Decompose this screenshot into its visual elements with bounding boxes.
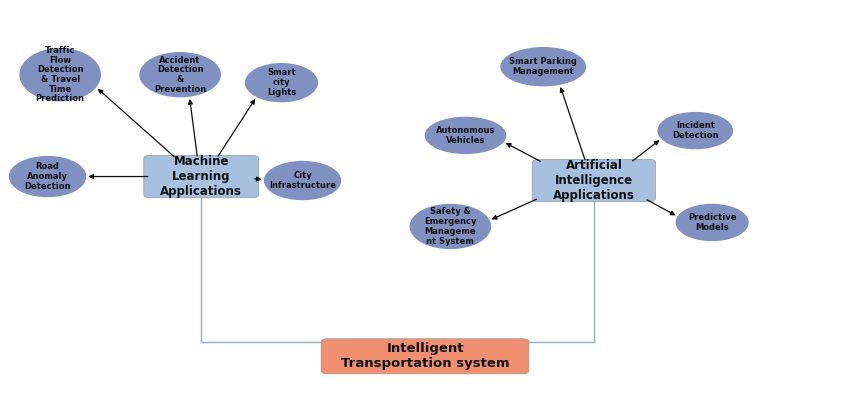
FancyBboxPatch shape — [144, 156, 258, 198]
Text: Traffic
Flow
Detection
& Travel
Time
Prediction: Traffic Flow Detection & Travel Time Pre… — [36, 46, 85, 103]
FancyBboxPatch shape — [532, 159, 655, 202]
Ellipse shape — [425, 117, 506, 153]
Text: Artificial
Intelligence
Applications: Artificial Intelligence Applications — [553, 159, 635, 202]
Ellipse shape — [677, 205, 748, 241]
FancyBboxPatch shape — [321, 339, 529, 374]
Text: Safety &
Emergency
Manageme
nt System: Safety & Emergency Manageme nt System — [424, 207, 477, 245]
Ellipse shape — [9, 157, 86, 196]
Ellipse shape — [140, 53, 220, 97]
Text: Predictive
Models: Predictive Models — [688, 213, 736, 232]
Text: Autonomous
Vehicles: Autonomous Vehicles — [436, 126, 496, 145]
Ellipse shape — [501, 48, 586, 86]
Text: Machine
Learning
Applications: Machine Learning Applications — [161, 155, 242, 198]
Text: Accident
Detection
&
Prevention: Accident Detection & Prevention — [154, 55, 207, 94]
Text: Smart
city
Lights: Smart city Lights — [267, 68, 296, 97]
Text: City
Infrastructure: City Infrastructure — [269, 171, 336, 190]
Ellipse shape — [264, 162, 341, 200]
Ellipse shape — [411, 205, 490, 248]
Ellipse shape — [658, 113, 733, 149]
Text: Smart Parking
Management: Smart Parking Management — [509, 58, 577, 76]
Text: Road
Anomaly
Detection: Road Anomaly Detection — [25, 162, 71, 191]
Text: Intelligent
Transportation system: Intelligent Transportation system — [341, 342, 509, 370]
Text: Incident
Detection: Incident Detection — [672, 121, 718, 140]
Ellipse shape — [20, 49, 100, 100]
Ellipse shape — [246, 64, 317, 102]
